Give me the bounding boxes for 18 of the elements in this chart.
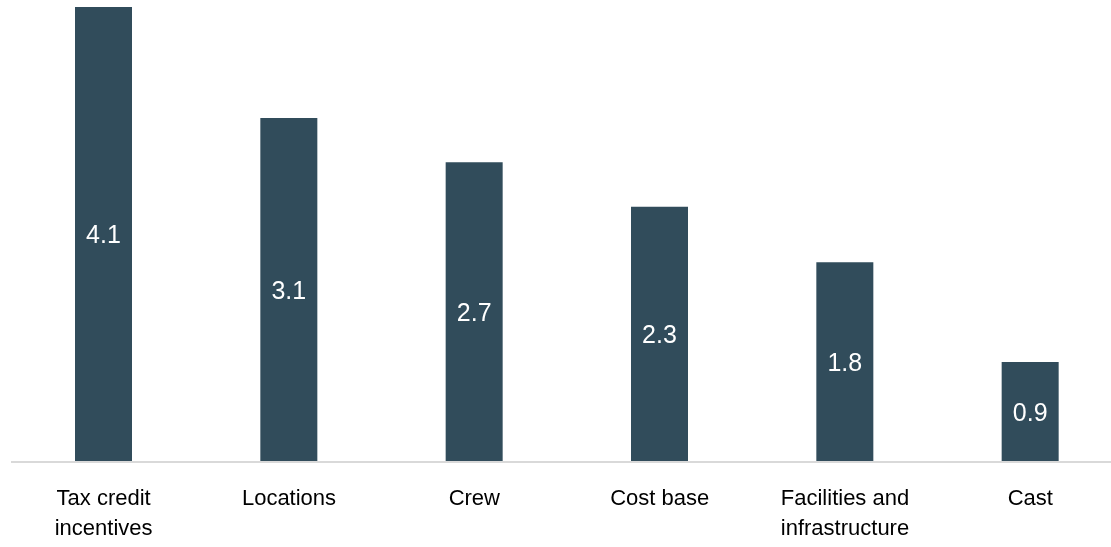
x-tick-label: Facilities and infrastructure [780,485,910,540]
data-label: 3.1 [271,275,307,304]
bar [1001,362,1059,462]
bar [445,162,503,462]
x-tick-label: Crew [448,485,501,510]
data-label: 4.1 [86,220,121,249]
bar [75,7,132,462]
bar [631,206,688,462]
data-label: 0.9 [1012,397,1048,426]
data-label: 1.8 [827,348,863,376]
x-tick-label: Locations [241,485,337,510]
data-label: 2.7 [456,298,492,327]
data-label: 2.3 [642,320,677,349]
x-tick-label: Cost base [610,485,710,510]
x-tick-label: Tax credit incentives [54,485,153,540]
bar [816,262,874,462]
bar [260,117,318,462]
x-tick-label: Cast [1007,485,1053,510]
